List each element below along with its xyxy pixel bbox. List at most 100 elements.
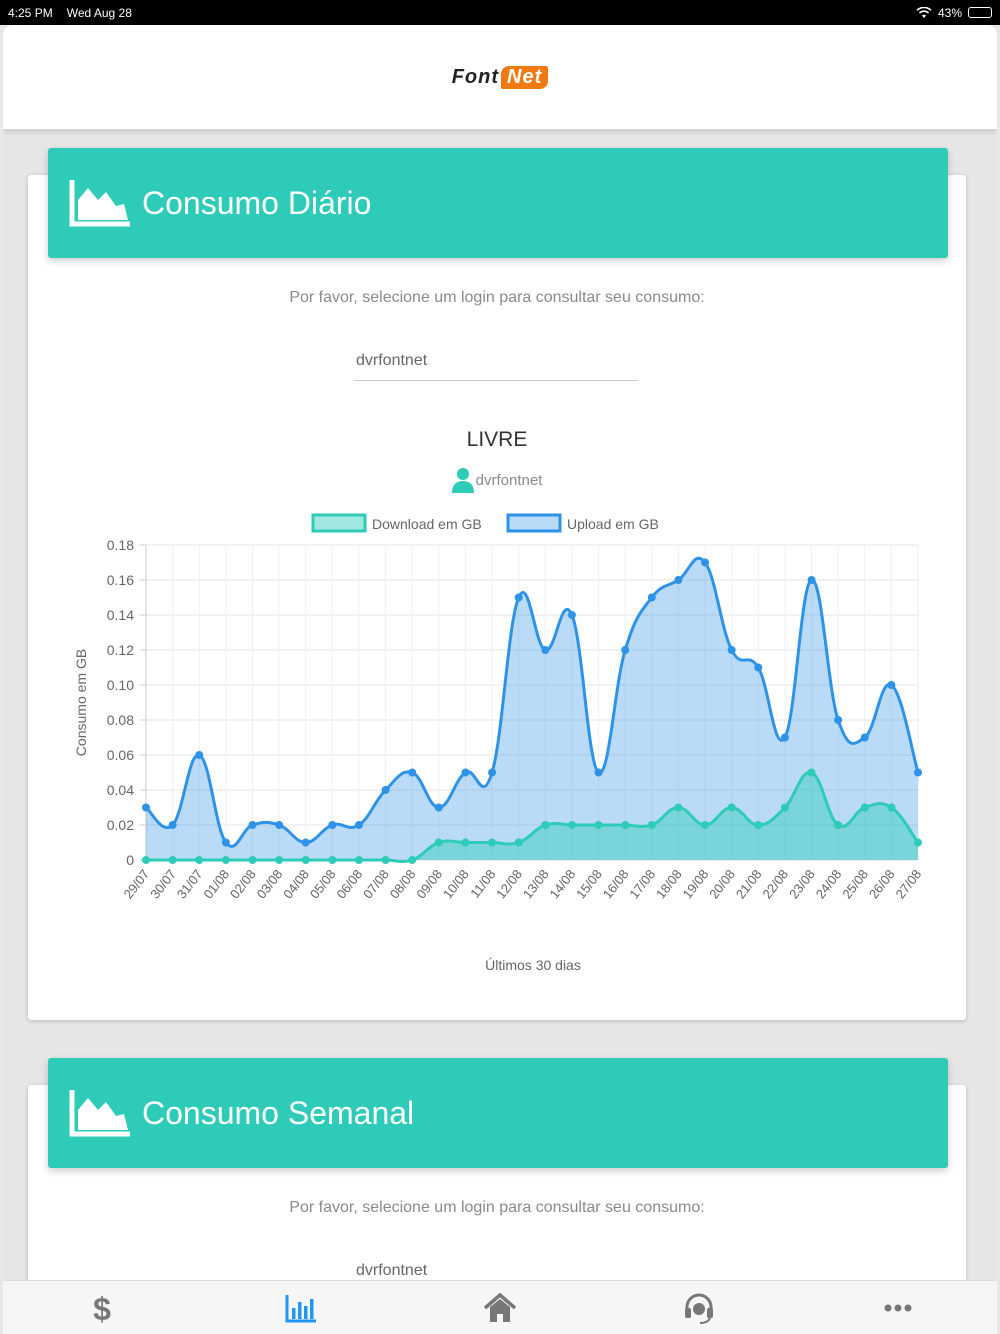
download-data-point: [621, 821, 630, 829]
upload-data-point: [621, 646, 630, 654]
upload-data-point: [301, 838, 310, 847]
x-tick-label: 19/08: [680, 867, 712, 902]
weekly-card-header: Consumo Semanal: [48, 1058, 948, 1168]
download-data-point: [887, 803, 896, 812]
download-legend-swatch: [311, 513, 367, 533]
upload-data-point: [354, 821, 363, 829]
download-data-point: [594, 821, 603, 829]
download-legend-label: Download em GB: [372, 516, 482, 532]
x-tick-label: 16/08: [600, 867, 632, 902]
y-tick-label: 0.08: [107, 712, 134, 728]
daily-card-title: Consumo Diário: [142, 184, 372, 221]
logo-text-net: Net: [501, 65, 549, 89]
download-data-point: [434, 838, 443, 847]
dollar-icon: $: [93, 1292, 111, 1324]
upload-data-point: [434, 803, 443, 812]
daily-consumption-card: 0 0.02 0.04 0.06 0.08 0.10 0.12 0.14 0.16 0.18 29/…: [28, 175, 966, 1020]
upload-legend-label: Upload em GB: [567, 516, 659, 532]
y-tick-label: 0.04: [107, 782, 134, 798]
tab-suporte[interactable]: [599, 1281, 798, 1334]
tab-more[interactable]: [798, 1281, 997, 1334]
weekly-card-title: Consumo Semanal: [142, 1094, 415, 1131]
upload-data-point: [727, 646, 736, 654]
user-icon: [451, 468, 474, 493]
download-data-point: [195, 856, 204, 864]
user-row: dvrfontnet: [28, 467, 966, 493]
x-tick-label: 20/08: [706, 867, 738, 902]
headset-icon: [684, 1293, 713, 1324]
user-login: dvrfontnet: [475, 471, 543, 489]
x-tick-label: 27/08: [893, 867, 925, 902]
upload-data-point: [594, 768, 603, 777]
upload-data-point: [860, 733, 869, 742]
upload-data-point: [195, 751, 204, 759]
download-data-point: [914, 838, 922, 847]
x-tick-label: 04/08: [280, 867, 312, 902]
x-tick-label: 03/08: [254, 867, 286, 902]
tab-home[interactable]: [401, 1281, 600, 1334]
tab-consumo[interactable]: [202, 1281, 401, 1334]
download-data-point: [567, 821, 576, 829]
x-tick-label: 26/08: [866, 867, 898, 902]
status-date: Wed Aug 28: [66, 5, 132, 20]
x-tick-label: 12/08: [493, 867, 525, 902]
status-bar: 4:25 PM Wed Aug 28 43%: [0, 0, 1000, 25]
status-right: 43%: [916, 6, 992, 20]
tab-financeiro[interactable]: $: [3, 1281, 202, 1334]
x-tick-label: 17/08: [626, 867, 658, 902]
x-tick-label: 11/08: [467, 867, 498, 901]
fontnet-logo[interactable]: Font Net: [451, 65, 549, 89]
daily-card-header: Consumo Diário: [48, 148, 948, 258]
y-axis-title: Consumo em GB: [73, 649, 89, 756]
download-data-point: [701, 821, 710, 829]
upload-data-point: [674, 576, 683, 584]
download-data-point: [168, 856, 177, 864]
upload-data-point: [488, 768, 497, 777]
y-tick-label: 0.14: [107, 607, 134, 623]
x-tick-label: 21/08: [733, 867, 765, 902]
download-data-point: [248, 856, 257, 864]
logo-text-font: Font: [451, 65, 500, 88]
upload-data-point: [567, 611, 576, 619]
bottom-tab-bar: $: [3, 1280, 997, 1334]
x-tick-label: 15/08: [573, 867, 605, 902]
upload-data-point: [408, 768, 417, 777]
upload-data-point: [248, 821, 257, 829]
area-chart-icon: [69, 1090, 130, 1137]
y-tick-label: 0.06: [107, 747, 134, 763]
upload-data-point: [754, 663, 763, 672]
plan-name: LIVRE: [466, 428, 528, 451]
upload-data-point: [541, 646, 550, 654]
x-tick-label: 02/08: [227, 867, 259, 902]
upload-data-point: [887, 681, 896, 689]
daily-consumption-chart: 0 0.02 0.04 0.06 0.08 0.10 0.12 0.14 0.16 0.18 29/…: [73, 513, 925, 973]
x-tick-label: 09/08: [413, 867, 445, 902]
download-data-point: [514, 838, 523, 847]
download-data-point: [541, 821, 550, 829]
login-prompt: Por favor, selecione um login para consu…: [289, 289, 705, 306]
upload-data-point: [701, 558, 710, 567]
upload-data-point: [328, 821, 337, 829]
status-time: 4:25 PM: [8, 5, 53, 20]
download-data-point: [807, 768, 816, 777]
upload-data-point: [780, 733, 789, 742]
login-select-input[interactable]: [354, 341, 638, 381]
download-data-point: [674, 803, 683, 812]
area-chart-icon: [69, 180, 130, 227]
x-tick-label: 01/08: [200, 867, 232, 902]
download-data-point: [275, 856, 284, 864]
upload-data-point: [514, 593, 523, 602]
upload-data-point: [221, 838, 230, 847]
upload-data-point: [807, 576, 816, 584]
battery-percent: 43%: [937, 5, 962, 20]
x-tick-label: 07/08: [360, 867, 392, 902]
svg-text:$: $: [93, 1292, 111, 1324]
upload-data-point: [914, 768, 922, 777]
download-data-point: [754, 821, 763, 829]
x-axis-title: Últimos 30 dias: [485, 957, 581, 973]
download-series-area: [146, 772, 918, 862]
download-data-point: [860, 803, 869, 812]
y-tick-label: 0.18: [107, 537, 134, 553]
home-icon: [483, 1292, 517, 1322]
x-tick-label: 22/08: [759, 867, 791, 902]
